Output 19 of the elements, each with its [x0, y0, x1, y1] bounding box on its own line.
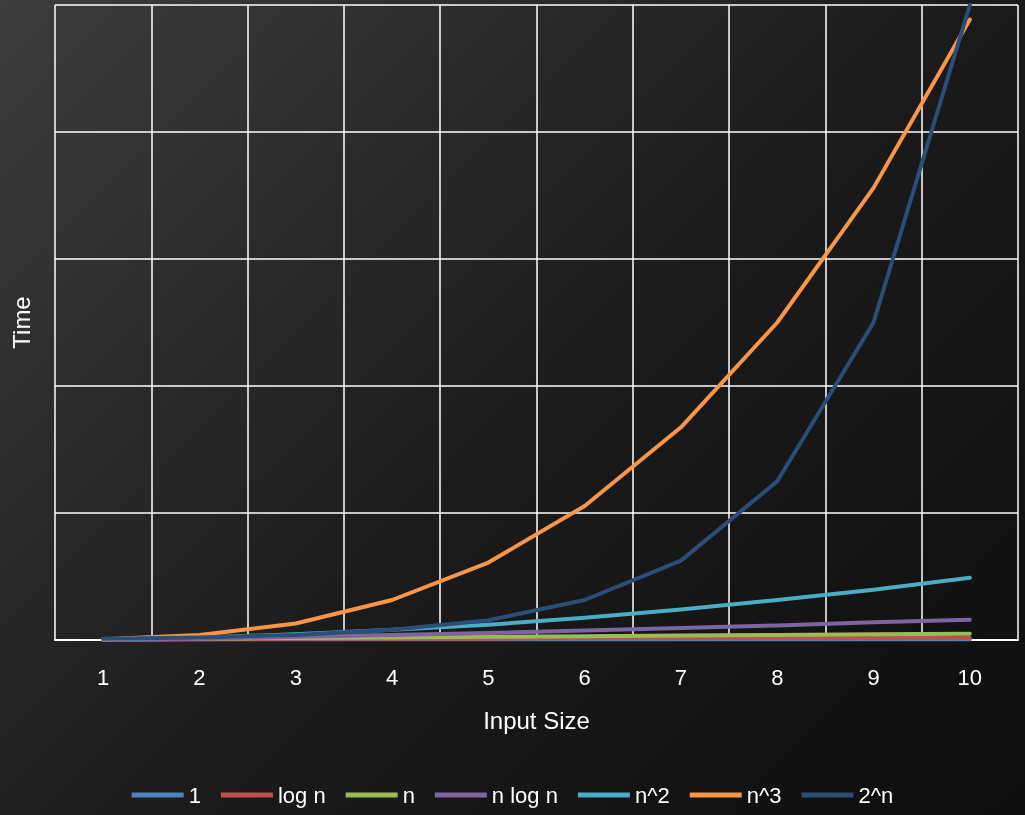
- x-tick-label: 7: [674, 664, 688, 690]
- x-tick-label: 9: [867, 664, 880, 690]
- legend-label: n^3: [746, 782, 782, 808]
- legend-label: log n: [277, 782, 326, 808]
- x-tick-label: 10: [957, 664, 983, 690]
- legend-label: n: [402, 782, 415, 808]
- x-tick-label: 6: [578, 664, 591, 690]
- legend-label: n^2: [634, 782, 670, 808]
- x-tick-label: 1: [97, 664, 110, 690]
- x-tick-label: 5: [482, 664, 495, 690]
- legend-label: 2^n: [858, 782, 894, 808]
- x-tick-label: 4: [385, 664, 399, 690]
- legend-label: n log n: [491, 782, 558, 808]
- y-axis-title: Time: [7, 296, 35, 349]
- legend-label: 1: [188, 782, 201, 808]
- x-tick-label: 3: [289, 664, 302, 690]
- x-tick-label: 8: [771, 664, 784, 690]
- x-axis-title: Input Size: [483, 706, 590, 734]
- x-tick-label: 2: [193, 664, 206, 690]
